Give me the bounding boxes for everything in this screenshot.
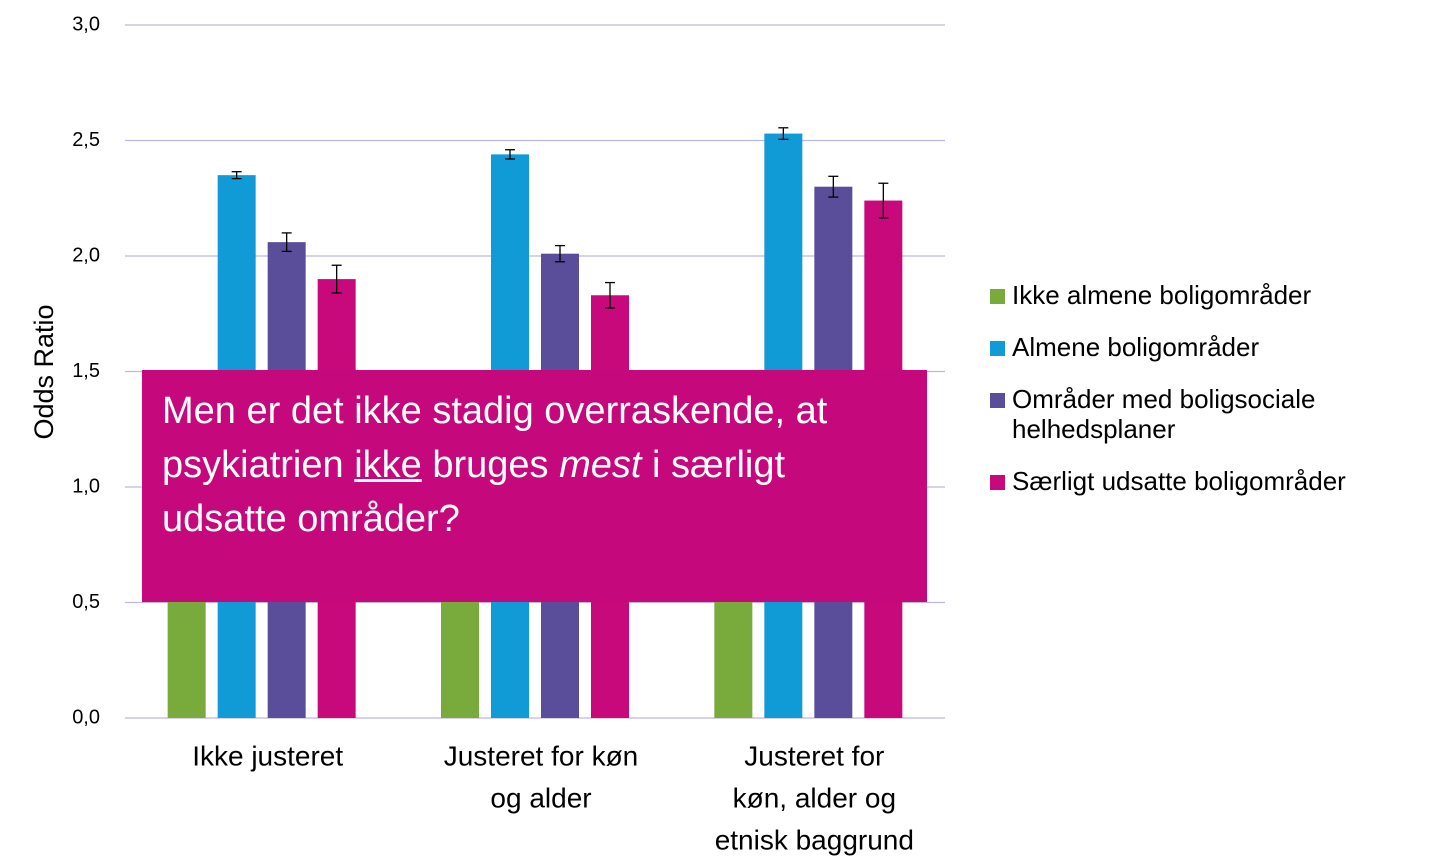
legend-label: Særligt udsatte boligområder: [1012, 466, 1346, 496]
x-tick-label: Justeret for køn: [444, 740, 639, 771]
annotation-text: i særligt udsatte områder?: [162, 444, 786, 540]
annotation-box: Men er det ikke stadig overraskende, at …: [142, 370, 927, 602]
x-tick-label: køn, alder og: [733, 782, 896, 813]
legend-item: Særligt udsatte boligområder: [990, 466, 1448, 496]
legend-swatch: [990, 475, 1005, 490]
legend-swatch: [990, 393, 1005, 408]
annotation-italic: mest: [559, 444, 642, 486]
x-tick-label: Ikke justeret: [192, 740, 343, 771]
y-tick-label: 3,0: [72, 13, 100, 35]
y-tick-label: 0,0: [72, 706, 100, 728]
y-tick-label: 1,0: [72, 475, 100, 497]
legend-label: Almene boligområder: [1012, 332, 1260, 362]
annotation: Men er det ikke stadig overraskende, at …: [162, 384, 882, 546]
legend-swatch: [990, 289, 1005, 304]
legend-label: Ikke almene boligområder: [1012, 280, 1312, 310]
legend: Ikke almene boligområder Almene boligområ…: [990, 280, 1448, 518]
annotation-text: bruges: [421, 444, 560, 486]
y-axis-label: Odds Ratio: [29, 304, 59, 439]
legend-item: Almene boligområder: [990, 332, 1448, 362]
annotation-text: Men er det ikke stadig overraskende, at …: [162, 390, 828, 486]
x-tick-label: etnisk baggrund: [715, 824, 914, 855]
x-tick-label: Justeret for: [744, 740, 884, 771]
y-tick-label: 2,0: [72, 244, 100, 266]
legend-label: Områder med boligsociale helhedsplaner: [1012, 384, 1316, 444]
x-tick-label: og alder: [490, 782, 591, 813]
legend-swatch: [990, 341, 1005, 356]
y-tick-label: 0,5: [72, 591, 100, 613]
y-tick-label: 1,5: [72, 360, 100, 382]
legend-item: Ikke almene boligområder: [990, 280, 1448, 310]
annotation-underline: ikke: [354, 444, 422, 486]
y-tick-label: 2,5: [72, 129, 100, 151]
legend-item: Områder med boligsociale helhedsplaner: [990, 384, 1448, 444]
